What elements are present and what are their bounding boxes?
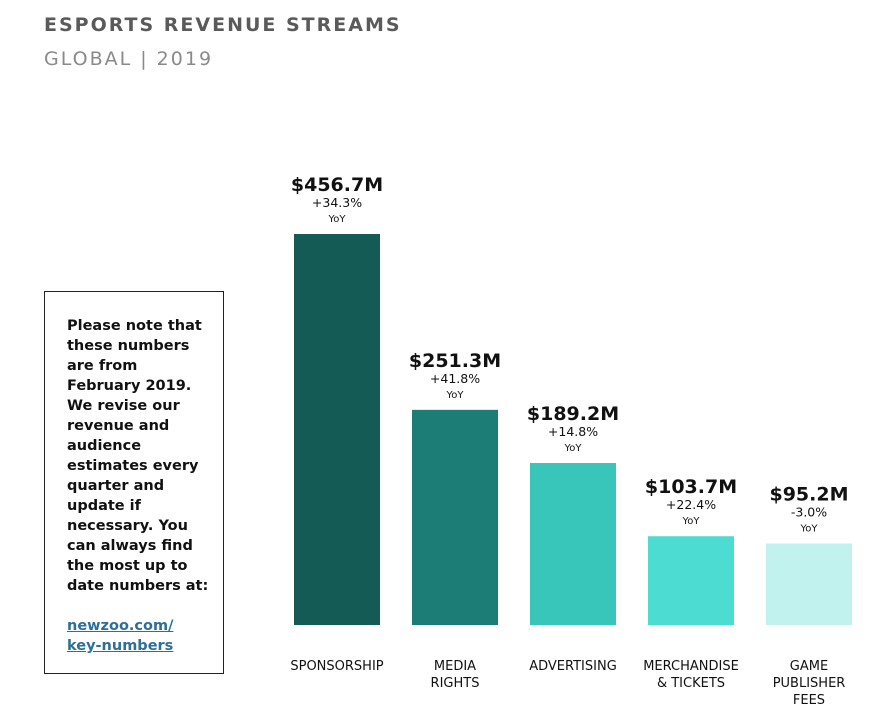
yoy-label: YoY <box>799 523 818 534</box>
category-label: ADVERTISING <box>529 659 617 674</box>
bar <box>648 536 734 625</box>
yoy-label: YoY <box>445 390 464 401</box>
value-label: $189.2M <box>527 403 619 425</box>
bar <box>530 463 616 625</box>
category-label: MEDIA <box>434 659 476 674</box>
category-label: SPONSORSHIP <box>290 659 383 674</box>
bar <box>766 543 852 625</box>
category-label: RIGHTS <box>431 676 480 691</box>
yoy-change: -3.0% <box>791 504 827 519</box>
category-label: MERCHANDISE <box>643 659 739 674</box>
note-text: Please note that these numbers are from … <box>67 318 209 594</box>
value-label: $103.7M <box>645 476 737 498</box>
yoy-change: +41.8% <box>430 371 480 386</box>
yoy-label: YoY <box>681 516 700 527</box>
value-label: $95.2M <box>769 483 848 505</box>
newzoo-link[interactable]: newzoo.com/ key-numbers <box>67 618 174 654</box>
yoy-change: +14.8% <box>548 424 598 439</box>
category-label: & TICKETS <box>657 676 725 691</box>
yoy-change: +34.3% <box>312 195 362 210</box>
category-label: PUBLISHER <box>773 676 846 691</box>
yoy-label: YoY <box>327 214 346 225</box>
bar <box>294 234 380 625</box>
category-label: FEES <box>793 693 825 708</box>
yoy-change: +22.4% <box>666 497 716 512</box>
value-label: $251.3M <box>409 350 501 372</box>
category-label: GAME <box>790 659 828 674</box>
note-box: Please note that these numbers are from … <box>44 291 224 674</box>
chart-subtitle: GLOBAL | 2019 <box>44 48 214 70</box>
bar <box>412 409 498 625</box>
value-label: $456.7M <box>291 174 383 196</box>
chart-title: ESPORTS REVENUE STREAMS <box>44 14 402 36</box>
yoy-label: YoY <box>563 443 582 454</box>
